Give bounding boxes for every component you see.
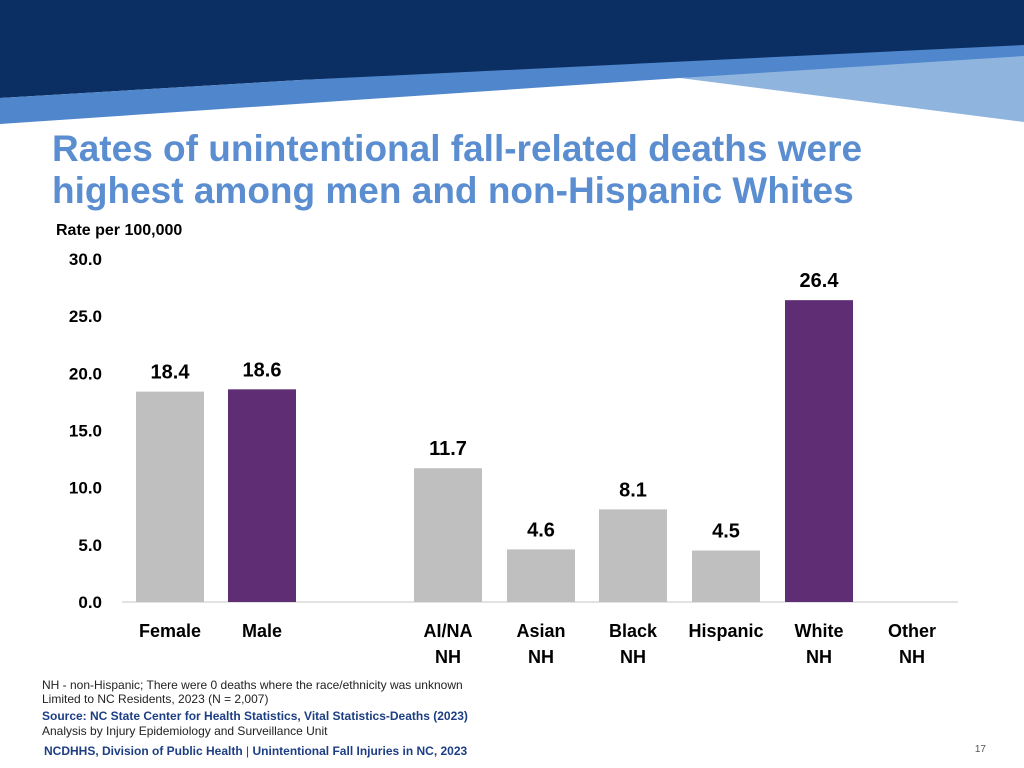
bar	[507, 549, 575, 602]
x-tick-label: Asian	[516, 621, 565, 641]
source-note: Source: NC State Center for Health Stati…	[42, 709, 468, 723]
bar	[692, 550, 760, 602]
y-tick-label: 30.0	[69, 250, 102, 269]
x-tick-label: Black	[609, 621, 658, 641]
bar-value-label: 18.4	[151, 362, 191, 384]
footer-topic: Unintentional Fall Injuries in NC, 2023	[252, 744, 468, 758]
y-tick-label: 25.0	[69, 307, 102, 326]
y-axis-ticks: 0.0 5.0 10.0 15.0 20.0 25.0 30.0	[69, 250, 102, 612]
x-tick-label: NH	[528, 647, 554, 667]
footnote-population: Limited to NC Residents, 2023 (N = 2,007…	[42, 692, 269, 706]
bar	[599, 509, 667, 602]
page-number: 17	[974, 744, 986, 755]
y-tick-label: 5.0	[78, 536, 102, 555]
analysis-note: Analysis by Injury Epidemiology and Surv…	[42, 724, 328, 738]
bar-value-label: 4.5	[712, 521, 740, 543]
x-tick-label: White	[795, 621, 844, 641]
x-tick-label: Other	[888, 621, 936, 641]
y-tick-label: 10.0	[69, 479, 102, 498]
y-tick-label: 0.0	[78, 593, 102, 612]
banner-dark-band	[0, 0, 1024, 98]
footer: NCDHHS, Division of Public Health | Unin…	[44, 744, 467, 758]
x-tick-label: Female	[139, 621, 201, 641]
bar-value-label: 26.4	[800, 270, 840, 292]
x-tick-label: Male	[242, 621, 282, 641]
x-tick-label: NH	[899, 647, 925, 667]
bar-value-label: 18.6	[243, 359, 282, 381]
y-tick-label: 15.0	[69, 422, 102, 441]
footer-separator: |	[242, 744, 253, 758]
x-tick-label: NH	[435, 647, 461, 667]
footer-org: NCDHHS, Division of Public Health	[44, 744, 243, 758]
y-axis-title: Rate per 100,000	[56, 222, 182, 239]
bar-chart: Rate per 100,000 0.0 5.0 10.0 15.0 20.0 25.0 3…	[56, 222, 958, 667]
x-tick-label: AI/NA	[424, 621, 473, 641]
bar-value-label: 8.1	[619, 479, 647, 501]
slide-title-line-2: highest among men and non-Hispanic White…	[52, 170, 854, 211]
bar	[785, 300, 853, 602]
bar-value-label: 4.6	[527, 519, 555, 541]
bar-value-label: 11.7	[429, 438, 467, 460]
bar	[136, 391, 204, 602]
x-tick-label: NH	[620, 647, 646, 667]
header-banner	[0, 0, 1024, 124]
x-tick-label: Hispanic	[688, 621, 763, 641]
x-axis-labels: Female Male AI/NA NH Asian NH Black NH Hispanic W…	[139, 621, 936, 667]
footnote-nh: NH - non-Hispanic; There were 0 deaths w…	[42, 678, 463, 692]
x-tick-label: NH	[806, 647, 832, 667]
value-labels: 18.4 18.6 11.7 4.6 8.1 4.5 26.4	[151, 270, 840, 542]
bar	[228, 389, 296, 602]
slide-title: Rates of unintentional fall-related deat…	[52, 128, 992, 212]
bars	[136, 300, 853, 602]
bar	[414, 468, 482, 602]
slide-title-line-1: Rates of unintentional fall-related deat…	[52, 128, 863, 169]
banner-light-wedge	[680, 56, 1024, 122]
banner-mid-stripe	[0, 45, 1024, 124]
y-tick-label: 20.0	[69, 364, 102, 383]
